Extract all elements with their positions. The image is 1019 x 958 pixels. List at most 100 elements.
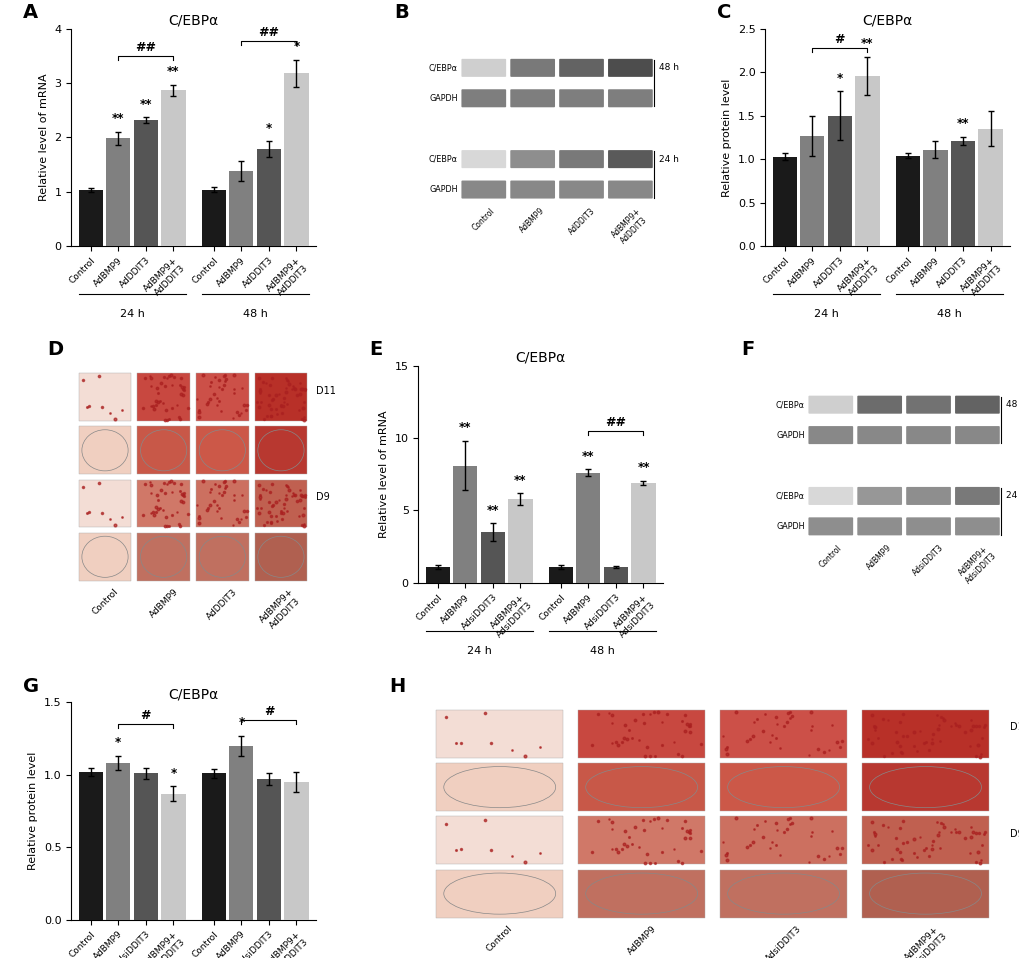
Text: GAPDH: GAPDH <box>429 94 458 103</box>
Bar <box>950 141 974 246</box>
Bar <box>452 466 477 582</box>
Text: **: ** <box>486 504 498 517</box>
Text: GAPDH: GAPDH <box>775 522 804 531</box>
Bar <box>196 374 249 421</box>
FancyBboxPatch shape <box>510 89 554 107</box>
Bar <box>284 74 309 246</box>
Circle shape <box>141 536 186 578</box>
Text: 48 h: 48 h <box>935 309 961 319</box>
Text: *: * <box>266 122 272 135</box>
Text: **: ** <box>140 98 152 111</box>
FancyBboxPatch shape <box>461 58 505 77</box>
Text: D9: D9 <box>1009 829 1019 839</box>
FancyBboxPatch shape <box>558 58 603 77</box>
Bar <box>78 533 131 581</box>
Bar <box>861 764 988 811</box>
FancyBboxPatch shape <box>954 396 999 414</box>
Bar <box>578 816 704 864</box>
Text: E: E <box>369 340 382 358</box>
Text: GAPDH: GAPDH <box>775 430 804 440</box>
Text: **: ** <box>582 449 594 463</box>
FancyBboxPatch shape <box>558 150 603 169</box>
Text: AdBMP9: AdBMP9 <box>864 543 893 572</box>
Circle shape <box>585 873 697 914</box>
Bar <box>255 426 307 474</box>
Circle shape <box>869 873 980 914</box>
FancyBboxPatch shape <box>905 487 950 505</box>
Bar <box>133 773 158 920</box>
FancyBboxPatch shape <box>954 487 999 505</box>
Bar <box>436 764 562 811</box>
Bar <box>78 374 131 421</box>
Text: **: ** <box>860 37 873 50</box>
Circle shape <box>727 873 839 914</box>
Bar <box>229 171 254 246</box>
Bar <box>861 870 988 918</box>
Text: AdBMP9+
AdsiDDIT3: AdBMP9+ AdsiDDIT3 <box>902 924 948 958</box>
FancyBboxPatch shape <box>905 426 950 445</box>
Bar <box>138 426 190 474</box>
Bar <box>799 136 823 246</box>
Text: 24 h: 24 h <box>658 154 679 164</box>
Bar <box>78 480 131 528</box>
FancyBboxPatch shape <box>510 150 554 169</box>
Y-axis label: Relative protein level: Relative protein level <box>29 752 39 870</box>
Text: C/EBPα: C/EBPα <box>774 491 804 500</box>
Text: *: * <box>115 737 121 749</box>
Text: C/EBPα: C/EBPα <box>774 400 804 409</box>
Title: C/EBPα: C/EBPα <box>168 687 218 701</box>
Bar <box>257 779 281 920</box>
Bar <box>436 816 562 864</box>
Text: **: ** <box>956 117 968 130</box>
FancyBboxPatch shape <box>607 58 652 77</box>
Bar <box>106 764 130 920</box>
Text: AdDDIT3: AdDDIT3 <box>205 587 239 622</box>
FancyBboxPatch shape <box>607 89 652 107</box>
Y-axis label: Relative level of mRNA: Relative level of mRNA <box>379 410 389 538</box>
Circle shape <box>443 873 555 914</box>
FancyBboxPatch shape <box>461 150 505 169</box>
Text: **: ** <box>459 422 471 434</box>
Bar <box>196 533 249 581</box>
Text: **: ** <box>514 473 526 487</box>
Text: C/EBPα: C/EBPα <box>428 154 458 164</box>
Y-axis label: Relative protein level: Relative protein level <box>721 79 732 196</box>
Circle shape <box>82 536 128 578</box>
Text: AdBMP9+
AdsiDDIT3: AdBMP9+ AdsiDDIT3 <box>956 543 998 585</box>
FancyBboxPatch shape <box>808 426 852 445</box>
Text: 24 h: 24 h <box>466 646 491 656</box>
Bar <box>78 772 103 920</box>
Bar <box>196 480 249 528</box>
Text: AdBMP9: AdBMP9 <box>518 206 546 235</box>
Bar <box>78 190 103 246</box>
Bar <box>578 870 704 918</box>
Bar <box>895 155 919 246</box>
Circle shape <box>585 766 697 808</box>
Bar <box>977 128 1002 246</box>
FancyBboxPatch shape <box>857 517 901 536</box>
Title: C/EBPα: C/EBPα <box>515 351 566 364</box>
Circle shape <box>258 430 304 471</box>
Bar <box>578 764 704 811</box>
Circle shape <box>141 430 186 471</box>
Text: 48 h: 48 h <box>589 646 614 656</box>
Title: C/EBPα: C/EBPα <box>168 13 218 28</box>
Text: 24 h: 24 h <box>1005 491 1019 500</box>
Bar <box>255 374 307 421</box>
Text: C: C <box>716 3 731 22</box>
FancyBboxPatch shape <box>905 396 950 414</box>
Text: AdsiDDIT3: AdsiDDIT3 <box>763 924 802 958</box>
FancyBboxPatch shape <box>808 396 852 414</box>
Bar <box>771 156 796 246</box>
Text: 48 h: 48 h <box>1005 400 1019 409</box>
Bar <box>161 793 185 920</box>
Text: Control: Control <box>471 206 496 233</box>
Bar <box>603 567 628 582</box>
Bar <box>202 190 225 246</box>
Bar <box>436 870 562 918</box>
FancyBboxPatch shape <box>510 180 554 198</box>
Bar <box>196 426 249 474</box>
FancyBboxPatch shape <box>510 58 554 77</box>
FancyBboxPatch shape <box>607 180 652 198</box>
Bar <box>255 533 307 581</box>
